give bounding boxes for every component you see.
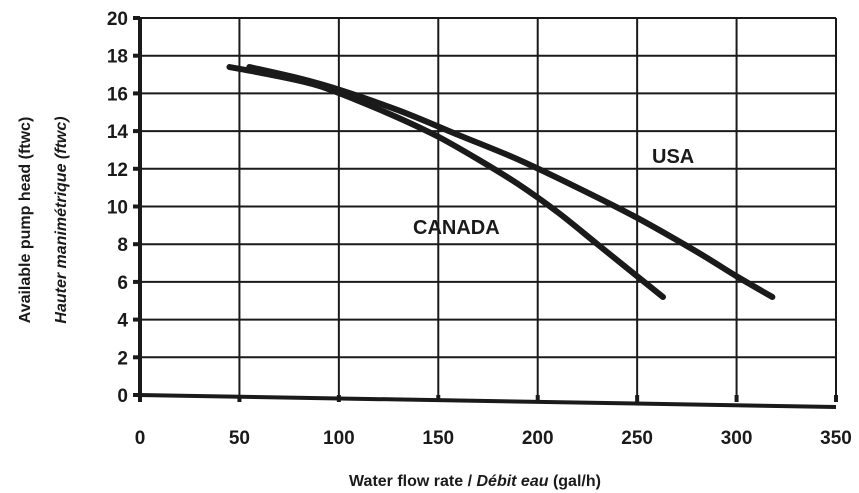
- y-tick-label: 8: [117, 235, 128, 256]
- x-tick-label: 350: [820, 428, 852, 449]
- x-axis-title-unit: (gal/h): [553, 473, 601, 490]
- y-tick-label: 12: [107, 160, 128, 181]
- y-tick-label: 10: [107, 198, 128, 219]
- x-axis-title: Water flow rate / Débit eau (gal/h): [349, 473, 601, 490]
- x-tick-label: 300: [721, 428, 753, 449]
- series-curve-canada: [226, 64, 666, 300]
- y-axis-title-fr: Hauter manimétrique (ftwc): [53, 116, 70, 323]
- x-tick-label: 0: [135, 428, 146, 449]
- x-axis-title-fr: Débit eau: [476, 473, 548, 490]
- x-tick-labels: 0 50 100 150 200 250 300 350: [135, 428, 852, 449]
- series-label-usa: USA: [652, 146, 694, 168]
- y-tick-label: 16: [107, 84, 128, 105]
- series-label-canada: CANADA: [413, 217, 500, 239]
- x-axis-line: [137, 393, 837, 409]
- x-axis-title-en: Water flow rate /: [349, 473, 473, 490]
- y-tick-labels: 0 2 4 6 8 10 12 14 16 18 20: [107, 9, 129, 407]
- series-curves: [226, 64, 776, 300]
- y-tick-label: 2: [117, 348, 128, 369]
- x-tick-label: 50: [229, 428, 250, 449]
- axes: [133, 16, 838, 409]
- x-tick-label: 150: [422, 428, 454, 449]
- y-tick-label: 4: [117, 311, 128, 332]
- y-tick-label: 0: [117, 386, 128, 407]
- y-tick-label: 14: [107, 122, 129, 143]
- y-axis-title-en: Available pump head (ftwc): [17, 117, 34, 324]
- y-tick-label: 18: [107, 47, 128, 68]
- grid: [140, 17, 837, 395]
- x-tick-label: 250: [621, 428, 653, 449]
- y-tick-label: 6: [117, 273, 128, 294]
- x-tick-label: 100: [323, 428, 355, 449]
- y-tick-label: 20: [107, 9, 128, 30]
- x-tick-label: 200: [522, 428, 554, 449]
